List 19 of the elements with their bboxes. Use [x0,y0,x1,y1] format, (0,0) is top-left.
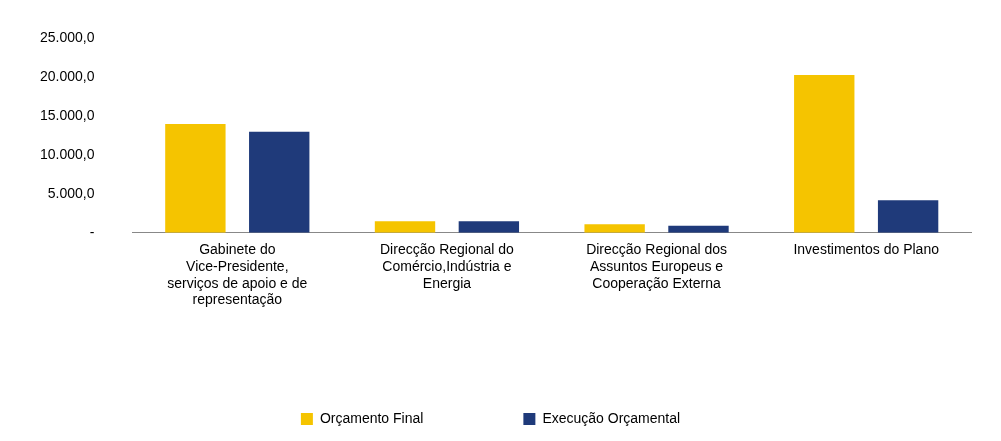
y-tick-label: - [89,223,95,240]
bar [584,224,645,233]
y-tick-label: 10.000,0 [40,145,95,162]
bar [165,123,226,233]
bar [877,200,939,233]
x-tick-label: Direcção Regional dos Assuntos Europeus e Cooperação Externa [586,241,727,291]
bar [794,74,855,233]
x-tick-label: Direcção Regional do Comércio,Indústria e Energia [380,241,515,291]
legend-label: Orçamento Final [319,409,424,426]
bar [374,221,436,233]
y-tick-label: 15.000,0 [40,107,95,124]
x-tick-label: Gabinete do Vice-Presidente, serviços de apoio e de representação [167,241,308,308]
y-tick-label: 25.000,0 [40,29,95,46]
x-tick-label: Investimentos do Plano [793,241,940,258]
y-tick-label: 5.000,0 [47,184,95,201]
y-tick-label: 20.000,0 [40,68,95,85]
bar [458,221,520,233]
legend-label: Execução Orçamental [542,409,681,426]
bar [249,131,310,233]
